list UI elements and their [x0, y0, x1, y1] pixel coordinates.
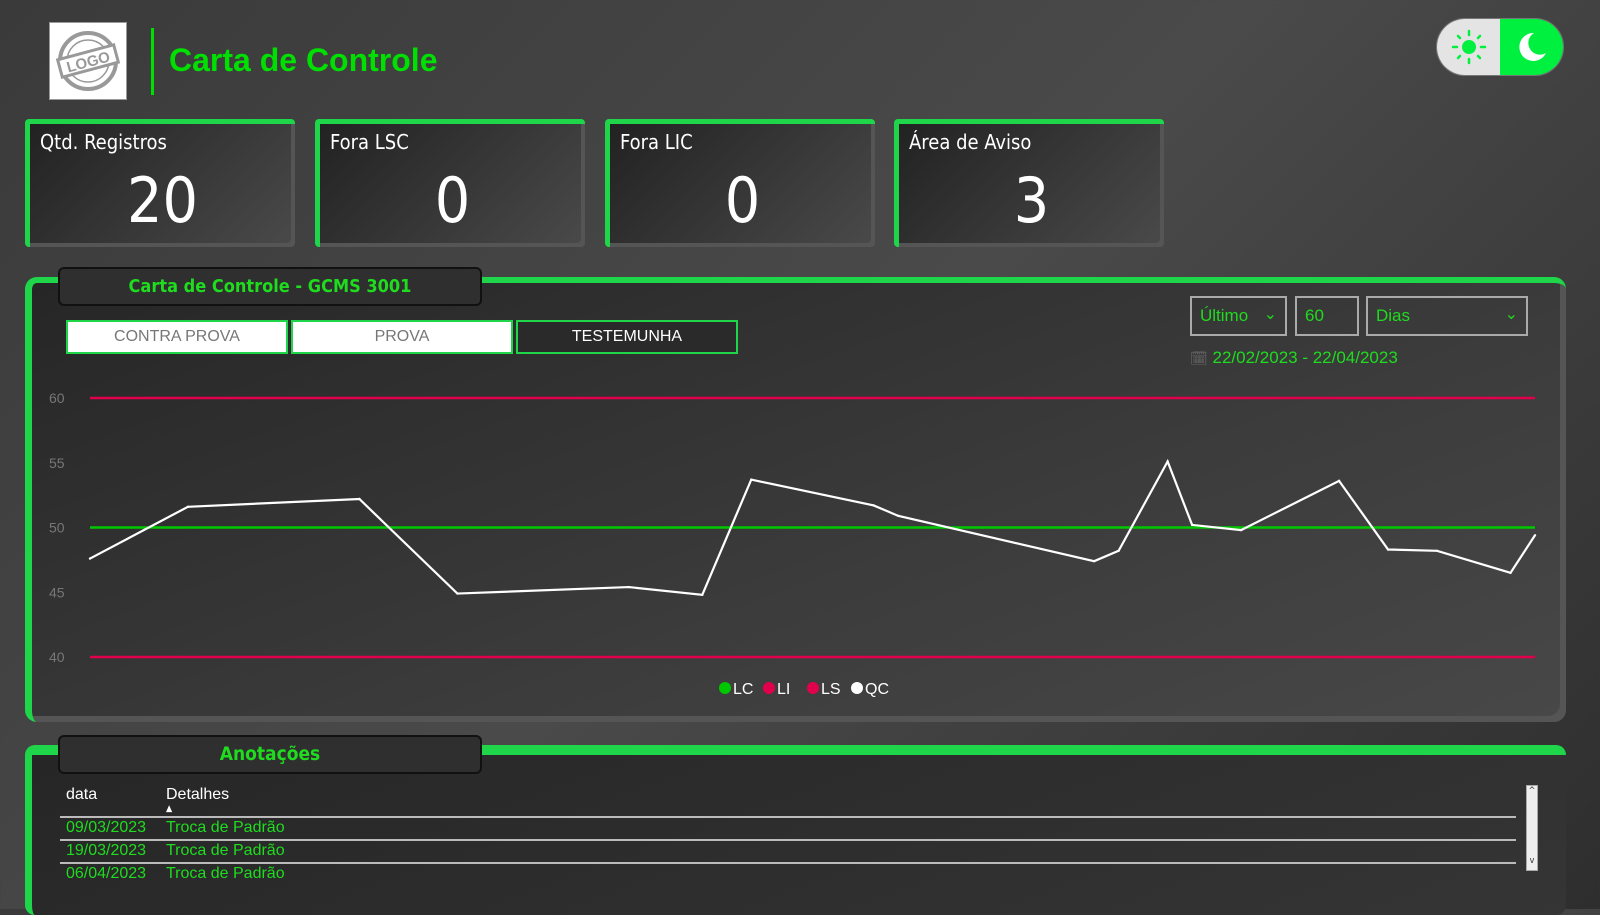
kpi-label: Qtd. Registros [40, 130, 167, 154]
kpi-card-fora-lsc: Fora LSC 0 [315, 119, 585, 247]
data-point [701, 593, 704, 597]
annotations-title: Anotações [58, 735, 482, 774]
scroll-down-icon[interactable]: v [1529, 856, 1535, 866]
legend-label-qc: QC [865, 681, 889, 698]
cell-data: 06/04/2023 [66, 865, 147, 880]
scroll-up-icon[interactable]: ^ [1528, 786, 1536, 796]
y-tick-label: 45 [49, 584, 65, 600]
legend-label-li: LI [777, 681, 790, 698]
cell-detalhes: Troca de Padrão [166, 865, 285, 880]
logo: LOGO [49, 22, 127, 100]
legend-marker-ls [807, 682, 819, 694]
data-point [1386, 548, 1390, 551]
data-point [627, 585, 631, 589]
legend-marker-li [763, 682, 775, 694]
period-unit-select[interactable]: Dias ⌄ [1366, 296, 1528, 336]
data-point [1166, 460, 1169, 463]
chevron-down-icon: ⌄ [1263, 306, 1277, 323]
tab-contra-prova[interactable]: CONTRA PROVA [66, 320, 288, 354]
data-point [1092, 559, 1096, 563]
period-mode-value: Último [1200, 306, 1249, 325]
cell-data: 19/03/2023 [66, 842, 147, 859]
kpi-value: 0 [724, 164, 761, 237]
legend-marker-qc [851, 682, 863, 694]
table-scrollbar[interactable]: ^ v [1526, 785, 1538, 871]
kpi-card-fora-lic: Fora LIC 0 [605, 119, 875, 247]
chevron-down-icon: ⌄ [1504, 306, 1518, 323]
date-range-text: 22/02/2023 - 22/04/2023 [1212, 348, 1398, 367]
kpi-value: 0 [434, 164, 471, 237]
kpi-label: Fora LSC [330, 130, 409, 154]
header-divider [151, 28, 154, 95]
data-point [88, 557, 92, 560]
cell-detalhes: Troca de Padrão [166, 842, 285, 859]
cell-detalhes: Troca de Padrão [166, 819, 285, 836]
data-point [186, 505, 190, 508]
table-row: 19/03/2023 Troca de Padrão [60, 839, 1516, 862]
cell-data: 09/03/2023 [66, 819, 147, 836]
data-point [1117, 549, 1120, 553]
data-point [1435, 549, 1439, 553]
data-point [750, 478, 753, 481]
chart-panel-title: Carta de Controle - GCMS 3001 [58, 267, 482, 306]
data-point [1239, 528, 1243, 532]
sun-icon [1451, 29, 1486, 65]
data-point [872, 504, 875, 507]
tab-testemunha[interactable]: TESTEMUNHA [516, 320, 738, 354]
data-point [1509, 571, 1512, 575]
legend-marker-lc [719, 682, 731, 694]
data-point [456, 592, 459, 595]
legend-label-lc: LC [733, 681, 753, 698]
moon-icon [1518, 32, 1546, 61]
kpi-value: 3 [1013, 164, 1050, 237]
data-point [1337, 479, 1341, 483]
period-unit-value: Dias [1376, 306, 1411, 325]
kpi-label: Fora LIC [620, 130, 693, 154]
kpi-label: Área de Aviso [909, 130, 1032, 154]
period-mode-select[interactable]: Último ⌄ [1190, 296, 1287, 336]
tab-prova[interactable]: PROVA [291, 320, 513, 354]
logo-stamp-icon: LOGO [55, 31, 121, 91]
data-point [1533, 534, 1537, 537]
y-tick-label: 55 [49, 455, 65, 471]
theme-toggle[interactable] [1436, 18, 1564, 76]
calendar-icon: 🗓 [1190, 350, 1208, 366]
y-tick-label: 40 [49, 649, 65, 665]
y-tick-label: 50 [49, 520, 65, 536]
legend-label-ls: LS [821, 681, 841, 698]
period-amount-input[interactable]: 60 [1295, 296, 1359, 336]
column-header-data[interactable]: data [66, 786, 98, 803]
data-point [358, 497, 361, 501]
y-tick-label: 60 [49, 390, 65, 406]
sort-ascending-icon: ▲ [166, 804, 173, 814]
period-amount-value: 60 [1305, 306, 1324, 325]
data-point [1190, 523, 1194, 527]
kpi-card-area-aviso: Área de Aviso 3 [894, 119, 1164, 247]
page-title: Carta de Controle [169, 42, 438, 78]
column-header-detalhes[interactable]: Detalhes [166, 786, 230, 803]
kpi-value: 20 [127, 164, 198, 237]
kpi-card-registros: Qtd. Registros 20 [25, 119, 295, 247]
data-point [897, 514, 900, 518]
dark-mode-button[interactable] [1500, 19, 1563, 75]
table-row: 09/03/2023 Troca de Padrão [60, 816, 1516, 839]
date-range: 🗓 22/02/2023 - 22/04/2023 [1190, 348, 1398, 368]
light-mode-button[interactable] [1437, 19, 1500, 75]
table-row: 06/04/2023 Troca de Padrão [60, 862, 1516, 880]
